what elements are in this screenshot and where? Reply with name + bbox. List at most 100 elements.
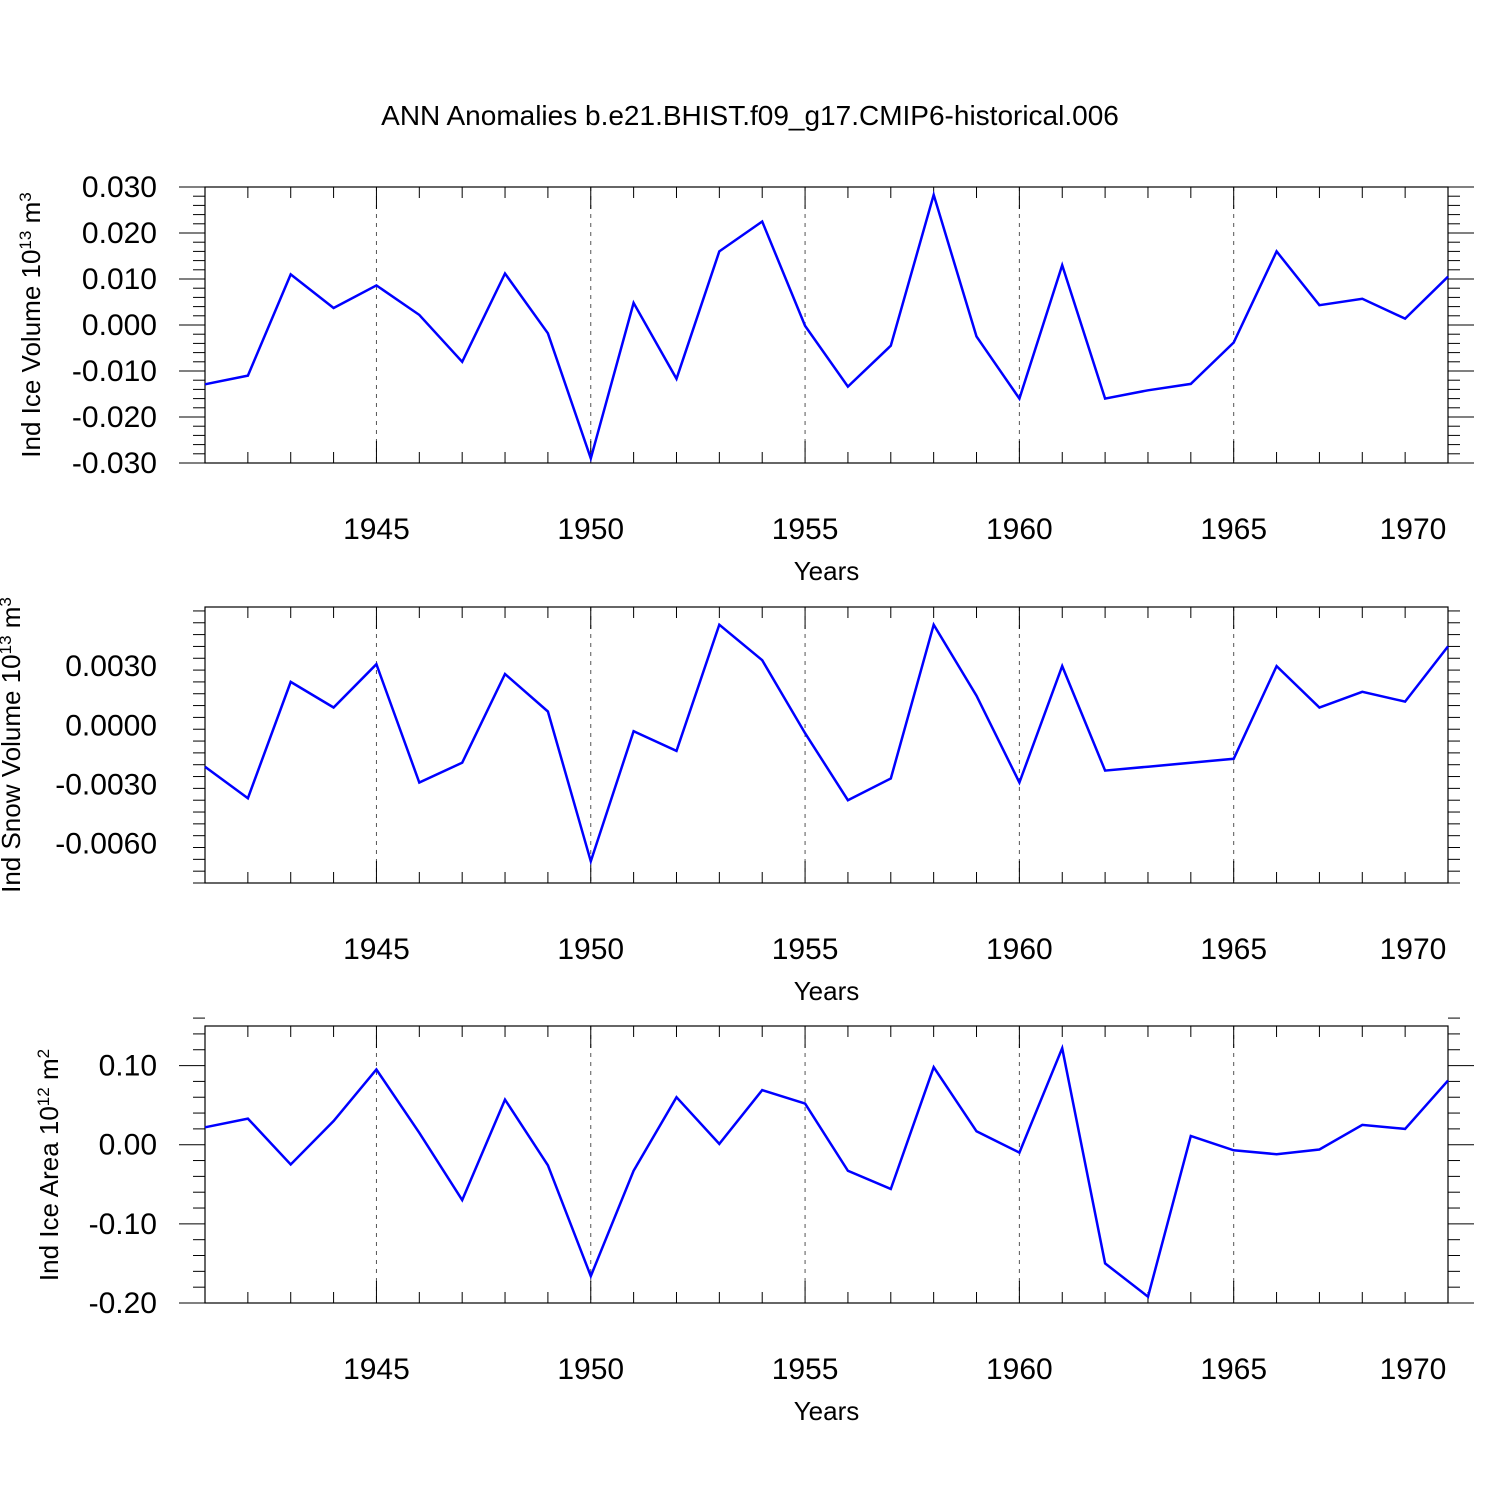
x-tick-label: 1955	[772, 933, 839, 966]
x-tick-label: 1945	[343, 513, 410, 546]
panels: -0.030 -0.020 -0.010 0.000 0.010 0.020 0.030 19…	[0, 171, 1474, 1426]
series-line	[204, 621, 1449, 866]
x-tick-label: 1960	[986, 933, 1053, 966]
x-tick-label: 1970	[1380, 513, 1447, 546]
data-point	[1189, 1134, 1193, 1138]
y-tick-label: -0.0060	[55, 828, 157, 861]
data-point	[1275, 664, 1279, 668]
y-axis-label-part: Ind Snow Volume	[0, 691, 26, 893]
y-tick-label: 0.000	[82, 309, 157, 342]
data-point	[374, 662, 378, 666]
data-point	[589, 1274, 593, 1278]
data-point	[674, 1095, 678, 1099]
data-point	[632, 1169, 636, 1173]
y-axis-label: Ind Ice Volume 1013 m3	[16, 192, 47, 457]
x-tick-label: 1970	[1380, 933, 1447, 966]
data-point	[289, 272, 293, 276]
y-axis-label-part: 10	[0, 654, 26, 683]
data-point	[1060, 664, 1064, 668]
data-point	[1403, 317, 1407, 321]
x-axis-label: Years	[794, 1396, 860, 1426]
data-point	[460, 1198, 464, 1202]
data-point	[289, 1163, 293, 1167]
x-tick-label: 1965	[1200, 513, 1267, 546]
plot-frame	[204, 1025, 1449, 1304]
data-point	[674, 749, 678, 753]
y-axis-label-space	[34, 1135, 64, 1142]
data-point	[417, 780, 421, 784]
chart-panel-2: -0.0060 -0.0030 0.0000 0.0030 1945 1950 1955 19…	[0, 597, 1460, 1006]
x-tick-label: 1950	[557, 933, 624, 966]
data-point	[203, 382, 207, 386]
data-point	[460, 360, 464, 364]
data-point	[1060, 263, 1064, 267]
y-tick-label: -0.030	[72, 447, 157, 480]
y-axis-label-superscript: 3	[0, 597, 15, 606]
data-point	[846, 798, 850, 802]
y-axis-label: Ind Ice Area 1012 m2	[34, 1049, 65, 1281]
y-axis-label-space	[16, 278, 46, 285]
data-point	[803, 1102, 807, 1106]
data-point	[632, 301, 636, 305]
data-point	[589, 859, 593, 863]
data-point	[717, 249, 721, 253]
data-point	[1146, 388, 1150, 392]
figure-title: ANN Anomalies b.e21.BHIST.f09_g17.CMIP6-…	[381, 100, 1119, 131]
y-axis-label-part: 10	[34, 1106, 64, 1135]
y-axis-label: Ind Snow Volume 1013 m3	[0, 597, 26, 893]
data-point	[1146, 765, 1150, 769]
y-tick-label: 0.030	[82, 171, 157, 204]
x-tick-label: 1950	[557, 513, 624, 546]
x-axis-label: Years	[794, 976, 860, 1006]
data-point	[1360, 690, 1364, 694]
data-point	[589, 456, 593, 460]
data-point	[1317, 706, 1321, 710]
x-tick-label: 1960	[986, 1353, 1053, 1386]
data-point	[846, 1169, 850, 1173]
data-point	[1275, 249, 1279, 253]
data-point	[203, 1125, 207, 1129]
y-tick-label: 0.020	[82, 217, 157, 250]
y-axis-label-part: m	[0, 607, 26, 629]
data-point	[1360, 1123, 1364, 1127]
y-axis-label-superscript: 13	[16, 231, 35, 250]
y-tick-label: 0.10	[99, 1050, 157, 1083]
x-tick-label: 1950	[557, 1353, 624, 1386]
data-point	[1317, 303, 1321, 307]
y-tick-label: -0.20	[89, 1287, 157, 1320]
data-point	[932, 623, 936, 627]
y-axis-label-superscript: 13	[0, 635, 15, 654]
y-tick-label: -0.0030	[55, 768, 157, 801]
data-point	[1446, 644, 1450, 648]
data-point	[803, 324, 807, 328]
y-tick-label: 0.00	[99, 1129, 157, 1162]
data-point	[932, 193, 936, 197]
plot-frame	[204, 606, 1449, 884]
y-tick-label: 0.010	[82, 263, 157, 296]
data-point	[1275, 1152, 1279, 1156]
x-tick-label: 1965	[1200, 1353, 1267, 1386]
y-axis-label-part: m	[34, 1058, 64, 1080]
data-point	[1189, 382, 1193, 386]
data-point	[1446, 275, 1450, 279]
data-point	[1017, 780, 1021, 784]
y-axis-label-space	[34, 1080, 64, 1087]
data-point	[246, 374, 250, 378]
data-point	[889, 344, 893, 348]
data-point	[760, 220, 764, 224]
data-point	[1146, 1295, 1150, 1299]
data-point	[246, 796, 250, 800]
data-point	[374, 283, 378, 287]
data-point	[332, 306, 336, 310]
data-point	[1232, 1148, 1236, 1152]
data-point	[1060, 1046, 1064, 1050]
data-point	[417, 1131, 421, 1135]
data-point	[374, 1068, 378, 1072]
data-point	[846, 385, 850, 389]
data-point	[760, 658, 764, 662]
x-tick-label: 1955	[772, 1353, 839, 1386]
chart-panel-3: -0.20 -0.10 0.00 0.10 1945 1950 1955 1960 1965 19…	[34, 1017, 1474, 1426]
data-point	[332, 706, 336, 710]
